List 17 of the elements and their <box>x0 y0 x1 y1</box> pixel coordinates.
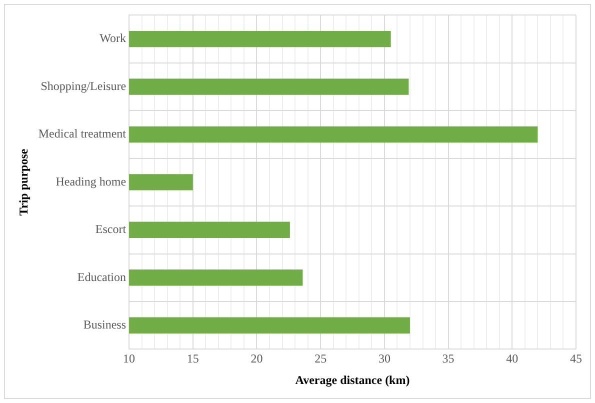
x-tick-label: 45 <box>570 352 582 366</box>
x-tick-label: 40 <box>506 352 518 366</box>
x-tick-label: 20 <box>250 352 263 366</box>
y-tick-label: Heading home <box>56 174 126 188</box>
y-tick-label: Escort <box>95 222 127 236</box>
x-tick-label: 35 <box>442 352 454 366</box>
y-tick-label: Business <box>83 318 126 332</box>
x-axis-title: Average distance (km) <box>295 372 410 387</box>
x-tick-label: 30 <box>378 352 390 366</box>
y-tick-label: Education <box>77 270 126 284</box>
y-tick-label: Shopping/Leisure <box>40 78 126 93</box>
x-tick-label: 15 <box>186 352 199 366</box>
y-axis-title: Trip purpose <box>16 148 30 216</box>
y-tick-label: Work <box>100 31 126 46</box>
y-tick-label: Medical treatment <box>38 126 127 141</box>
x-tick-label: 10 <box>123 352 136 366</box>
x-tick-label: 25 <box>314 352 327 366</box>
